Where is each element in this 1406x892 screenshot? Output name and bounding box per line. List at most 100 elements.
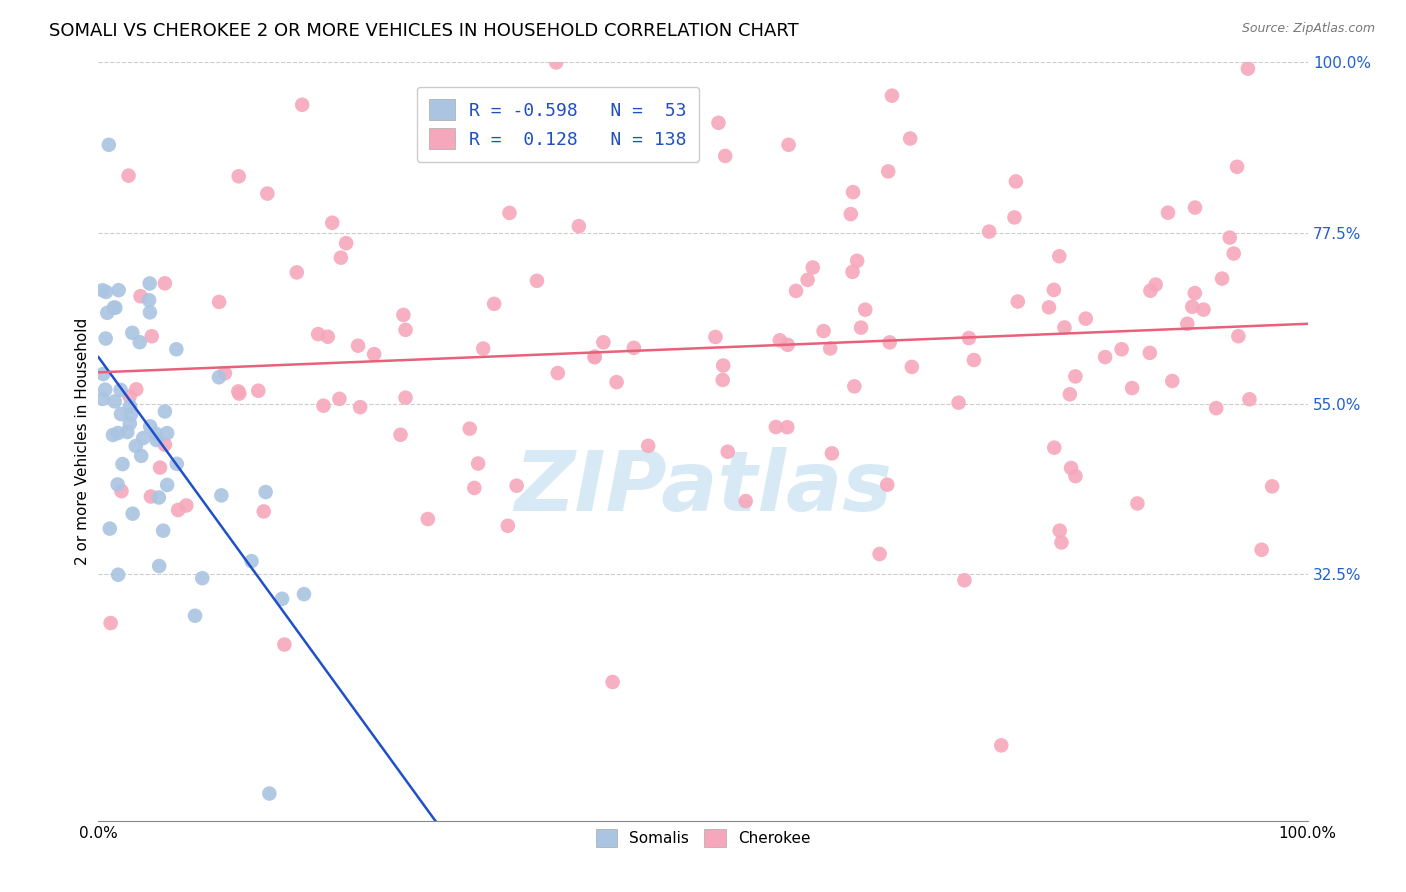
Point	[583, 351, 606, 365]
Point	[778, 137, 800, 152]
Point	[228, 384, 250, 399]
Point	[463, 481, 485, 495]
Point	[328, 392, 350, 406]
Point	[526, 274, 548, 288]
Point	[208, 370, 231, 384]
Point	[717, 444, 740, 458]
Point	[1043, 283, 1066, 297]
Point	[505, 478, 527, 492]
Point	[166, 457, 188, 471]
Point	[637, 439, 659, 453]
Point	[312, 399, 335, 413]
Point	[228, 169, 250, 184]
Y-axis label: 2 or more Vehicles in Household: 2 or more Vehicles in Household	[75, 318, 90, 566]
Point	[118, 417, 141, 431]
Point	[176, 499, 198, 513]
Point	[121, 507, 143, 521]
Point	[714, 149, 737, 163]
Point	[1050, 535, 1073, 549]
Point	[416, 512, 439, 526]
Point	[148, 491, 170, 505]
Point	[1047, 249, 1070, 263]
Point	[347, 339, 370, 353]
Point	[1181, 300, 1204, 314]
Point	[208, 294, 231, 309]
Point	[1074, 311, 1097, 326]
Legend: Somalis, Cherokee: Somalis, Cherokee	[588, 822, 818, 855]
Point	[1175, 317, 1198, 331]
Point	[253, 504, 276, 518]
Point	[853, 302, 876, 317]
Point	[953, 574, 976, 588]
Point	[129, 449, 152, 463]
Point	[273, 638, 295, 652]
Point	[1005, 174, 1028, 188]
Point	[776, 420, 799, 434]
Point	[271, 591, 294, 606]
Point	[363, 347, 385, 361]
Point	[104, 301, 127, 315]
Point	[769, 334, 792, 348]
Point	[1064, 369, 1087, 384]
Point	[117, 425, 139, 439]
Text: Source: ZipAtlas.com: Source: ZipAtlas.com	[1241, 22, 1375, 36]
Point	[1038, 301, 1060, 315]
Point	[1192, 302, 1215, 317]
Point	[141, 329, 163, 343]
Point	[1250, 542, 1272, 557]
Point	[184, 608, 207, 623]
Point	[1126, 496, 1149, 510]
Point	[120, 399, 142, 413]
Point	[96, 306, 118, 320]
Point	[100, 615, 122, 630]
Point	[292, 587, 315, 601]
Point	[1059, 387, 1081, 401]
Point	[879, 335, 901, 350]
Point	[547, 366, 569, 380]
Point	[821, 446, 844, 460]
Point	[254, 485, 277, 500]
Point	[104, 394, 127, 409]
Point	[898, 131, 921, 145]
Point	[111, 457, 134, 471]
Point	[1144, 277, 1167, 292]
Point	[103, 301, 125, 315]
Point	[139, 419, 162, 434]
Point	[467, 457, 489, 471]
Point	[796, 273, 818, 287]
Point	[1049, 524, 1071, 538]
Point	[285, 265, 308, 279]
Point	[1222, 246, 1244, 260]
Point	[496, 518, 519, 533]
Point	[125, 439, 148, 453]
Point	[153, 277, 176, 291]
Point	[138, 277, 160, 291]
Point	[842, 185, 865, 199]
Point	[389, 427, 412, 442]
Point	[734, 494, 756, 508]
Point	[1043, 441, 1066, 455]
Point	[110, 383, 132, 397]
Point	[1261, 479, 1284, 493]
Point	[94, 285, 117, 299]
Point	[482, 297, 505, 311]
Point	[138, 293, 160, 308]
Point	[1226, 160, 1249, 174]
Point	[132, 431, 155, 445]
Point	[849, 320, 872, 334]
Point	[880, 88, 903, 103]
Point	[1053, 320, 1076, 334]
Point	[139, 490, 162, 504]
Point	[316, 330, 339, 344]
Point	[97, 137, 120, 152]
Point	[117, 169, 139, 183]
Point	[846, 253, 869, 268]
Point	[191, 571, 214, 585]
Point	[801, 260, 824, 275]
Point	[107, 425, 129, 440]
Point	[1205, 401, 1227, 416]
Point	[101, 428, 124, 442]
Point	[128, 335, 150, 350]
Point	[120, 408, 142, 422]
Point	[228, 386, 250, 401]
